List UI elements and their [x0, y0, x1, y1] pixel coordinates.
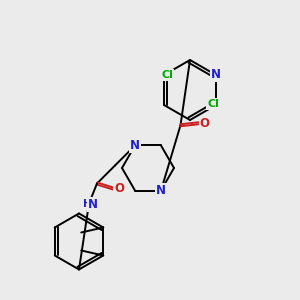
Text: N: N: [211, 68, 221, 82]
Text: Cl: Cl: [161, 70, 173, 80]
Text: O: O: [114, 182, 124, 195]
Text: Cl: Cl: [207, 99, 219, 109]
Text: O: O: [200, 117, 209, 130]
Text: N: N: [88, 198, 98, 211]
Text: H: H: [82, 200, 91, 209]
Text: N: N: [156, 184, 166, 197]
Text: N: N: [130, 139, 140, 152]
